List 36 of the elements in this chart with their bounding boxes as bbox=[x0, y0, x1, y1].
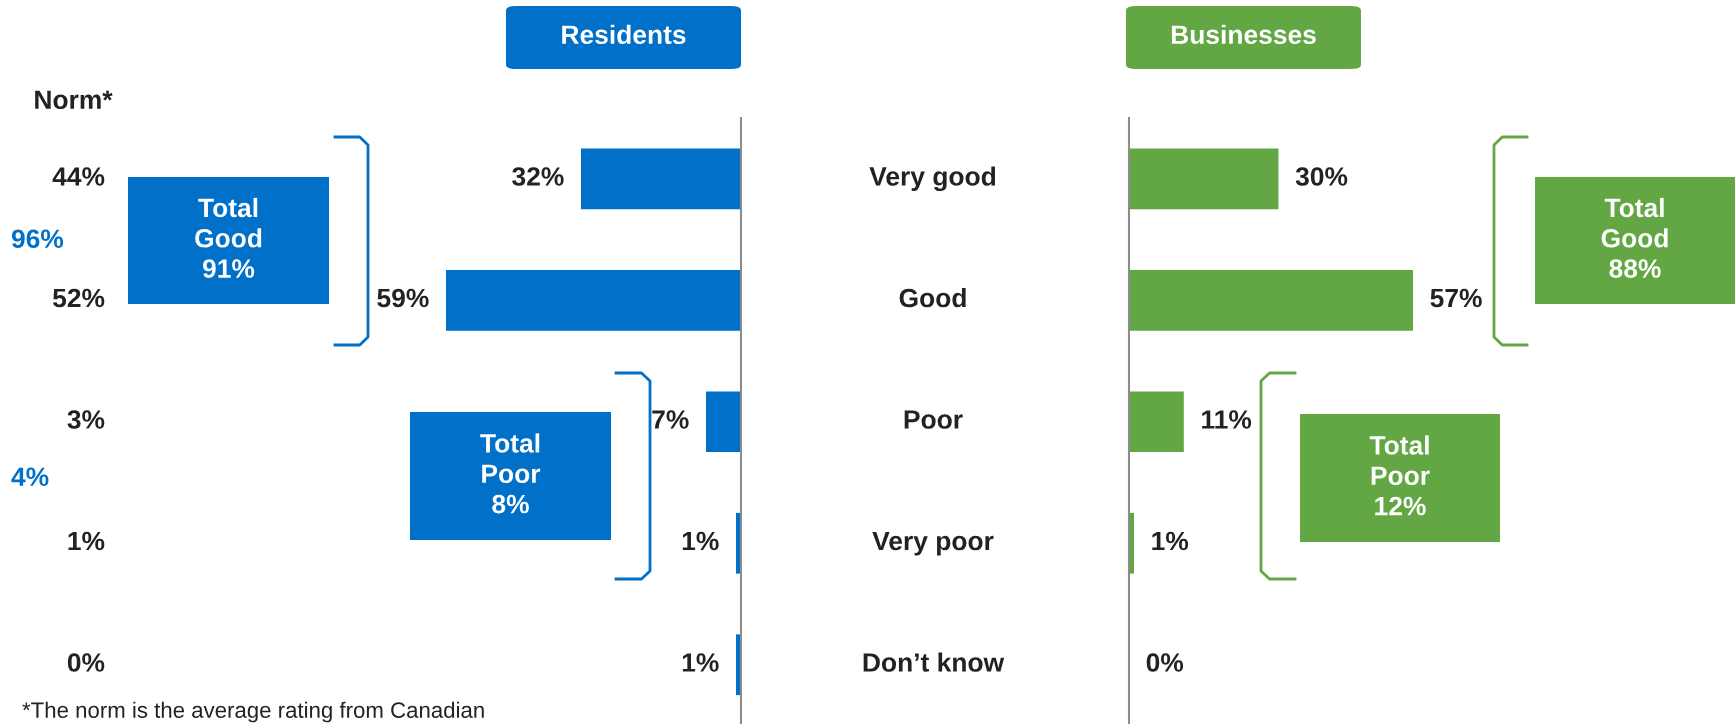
chart-title: Residents bbox=[562, 24, 686, 45]
text: 4% bbox=[11, 467, 49, 487]
bar bbox=[1129, 391, 1184, 453]
data-label: 7% bbox=[652, 410, 689, 429]
y-tick-label: Don’t know bbox=[863, 652, 1005, 672]
text: 1% bbox=[68, 531, 105, 551]
text: 0% bbox=[67, 653, 105, 672]
data-label: 1% bbox=[1152, 531, 1189, 551]
annotation: *The norm is the average rating from Canadian bbox=[22, 701, 484, 723]
y-tick-label: Good bbox=[899, 287, 966, 308]
data-label: 0% bbox=[1146, 653, 1184, 672]
data-label: 32% bbox=[512, 167, 564, 186]
text: 3% bbox=[67, 410, 105, 429]
annotation: Total Poor 8% bbox=[480, 433, 541, 514]
y-tick-label: Very good bbox=[869, 166, 996, 192]
text: 96% bbox=[11, 229, 64, 249]
chart-title: Businesses bbox=[1171, 24, 1316, 45]
y-tick-label: Very poor bbox=[872, 531, 994, 556]
data-label: 59% bbox=[377, 288, 429, 308]
bar bbox=[706, 391, 741, 453]
text: 44% bbox=[52, 167, 105, 186]
text: Norm* bbox=[35, 90, 113, 110]
data-label: 1% bbox=[682, 653, 719, 672]
data-label: 1% bbox=[682, 531, 719, 551]
text: Total Good 91% bbox=[195, 197, 262, 278]
bar bbox=[581, 148, 741, 210]
bar bbox=[446, 269, 741, 331]
bar bbox=[1129, 148, 1279, 210]
text: Total Good 88% bbox=[1601, 197, 1668, 278]
data-label: 11% bbox=[1202, 410, 1252, 429]
bar bbox=[1129, 269, 1413, 331]
data-label: 57% bbox=[1430, 288, 1482, 308]
annotation: Total Poor 12% bbox=[1369, 435, 1430, 516]
text: 52% bbox=[53, 288, 105, 308]
y-tick-label: Poor bbox=[904, 410, 963, 429]
data-label: 30% bbox=[1295, 167, 1348, 186]
